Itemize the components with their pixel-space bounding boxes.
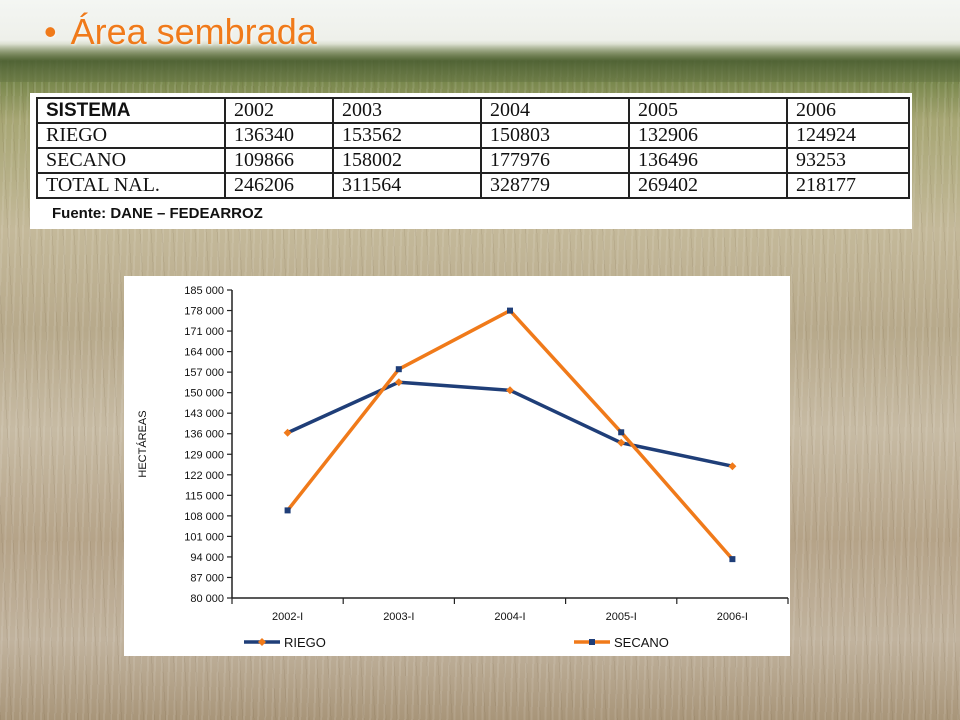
data-point-riego [506,386,514,395]
y-tick-label: 178 000 [184,306,224,318]
table-cell: 177976 [480,147,630,174]
y-tick-label: 94 000 [190,552,224,564]
slide-title: • Área sembrada [44,8,317,56]
table-cell: 153562 [332,122,482,149]
y-tick-label: 157 000 [184,367,224,379]
table-row: SECANO 109866 158002 177976 136496 93253 [36,147,910,174]
legend-marker-riego [258,638,266,646]
background-treeline [0,44,960,82]
table-cell: 132906 [628,122,788,149]
data-point-riego [728,462,737,471]
table-cell: 136496 [628,147,788,174]
y-tick-label: 87 000 [190,572,224,584]
area-table: SISTEMA 2002 2003 2004 2005 2006 RIEGO 1… [36,97,910,199]
row-label: SECANO [36,147,226,174]
data-point-secano [729,556,736,563]
y-tick-label: 150 000 [184,388,224,400]
x-tick-label: 2005-I [606,611,637,623]
title-bullet: • [44,11,57,52]
data-point-secano [618,429,625,436]
x-tick-label: 2002-I [272,611,303,623]
x-tick-label: 2004-I [494,611,525,623]
y-tick-label: 164 000 [184,347,224,359]
legend-marker-secano [589,639,595,645]
y-tick-label: 115 000 [185,490,224,502]
table-cell: 246206 [224,172,334,199]
legend-label-secano: SECANO [614,635,669,650]
table-header-row: SISTEMA 2002 2003 2004 2005 2006 [36,97,910,124]
y-tick-label: 80 000 [190,593,224,605]
table-cell: 150803 [480,122,630,149]
header-year: 2002 [224,97,334,124]
y-axis-label: HECTÁREAS [136,410,149,477]
data-point-secano [507,307,513,314]
header-sistema: SISTEMA [36,97,226,124]
table-row: RIEGO 136340 153562 150803 132906 124924 [36,122,910,149]
row-label: TOTAL NAL. [36,172,226,199]
source-note: Fuente: DANE – FEDEARROZ [52,205,263,222]
header-year: 2006 [786,97,910,124]
y-tick-label: 129 000 [184,449,224,461]
table-cell: 328779 [480,172,630,199]
y-tick-label: 108 000 [184,511,224,523]
area-table-panel: SISTEMA 2002 2003 2004 2005 2006 RIEGO 1… [30,93,912,229]
y-tick-label: 122 000 [184,470,224,482]
x-tick-label: 2003-I [383,611,414,623]
table-cell: 218177 [786,172,910,199]
table-cell: 124924 [786,122,910,149]
data-point-riego [617,438,626,447]
header-year: 2003 [332,97,482,124]
y-tick-label: 171 000 [184,326,224,338]
data-point-riego [394,378,403,387]
legend-label-riego: RIEGO [284,635,326,650]
y-tick-label: 101 000 [184,531,224,543]
row-label: RIEGO [36,122,226,149]
y-tick-label: 143 000 [184,408,224,420]
line-chart-panel: 80 000 87 000 94 000 101 000 108 000 115 000 1… [124,276,790,656]
table-cell: 136340 [224,122,334,149]
title-text: Área sembrada [70,11,317,52]
table-cell: 109866 [224,147,334,174]
y-tick-label: 136 000 [184,429,224,441]
data-point-secano [395,366,402,373]
table-cell: 93253 [786,147,910,174]
table-row: TOTAL NAL. 246206 311564 328779 269402 2… [36,172,910,199]
header-year: 2005 [628,97,788,124]
table-cell: 158002 [332,147,482,174]
header-year: 2004 [480,97,630,124]
line-chart: 80 000 87 000 94 000 101 000 108 000 115 000 1… [136,285,789,650]
data-point-secano [284,507,291,514]
y-tick-label: 185 000 [184,285,224,297]
table-cell: 311564 [332,172,482,199]
series-line-secano [285,308,735,561]
x-tick-label: 2006-I [717,611,748,623]
data-point-riego [283,428,292,437]
table-cell: 269402 [628,172,788,199]
